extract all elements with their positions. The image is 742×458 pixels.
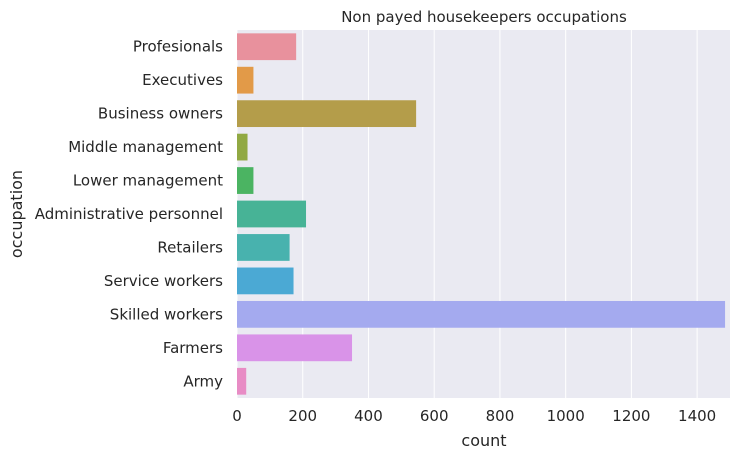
y-tick-labels: Profesionals Executives Business owners Mid… xyxy=(35,38,223,391)
x-tick-label: 1200 xyxy=(612,407,650,425)
x-tick-labels: 0 200 400 600 800 1000 1200 1400 xyxy=(232,407,716,425)
bar xyxy=(237,167,254,194)
x-tick-label: 200 xyxy=(288,407,317,425)
y-tick-label: Service workers xyxy=(104,272,223,290)
x-axis-title: count xyxy=(461,431,506,450)
y-tick-label: Army xyxy=(183,372,223,390)
x-tick-label: 600 xyxy=(420,407,449,425)
bar xyxy=(237,267,294,295)
y-tick-label: Lower management xyxy=(73,172,223,190)
bar xyxy=(237,200,307,228)
y-tick-label: Administrative personnel xyxy=(35,205,223,223)
y-tick-label: Skilled workers xyxy=(110,305,223,323)
bar xyxy=(237,300,726,328)
bar xyxy=(237,100,417,128)
y-tick-label: Profesionals xyxy=(133,38,223,56)
bars xyxy=(237,33,726,395)
x-tick-label: 1400 xyxy=(678,407,716,425)
y-tick-label: Farmers xyxy=(163,339,223,357)
y-tick-label: Executives xyxy=(142,71,223,89)
bar xyxy=(237,33,297,61)
x-tick-label: 800 xyxy=(486,407,515,425)
bar xyxy=(237,367,247,395)
bar xyxy=(237,234,290,261)
bar xyxy=(237,66,254,94)
bar xyxy=(237,334,353,362)
x-tick-label: 1000 xyxy=(547,407,585,425)
chart-title: Non payed housekeepers occupations xyxy=(341,8,627,26)
y-tick-label: Retailers xyxy=(157,238,223,256)
y-axis-title: occupation xyxy=(7,170,26,258)
x-tick-label: 0 xyxy=(232,407,242,425)
bar xyxy=(237,133,248,161)
y-tick-label: Middle management xyxy=(68,138,223,156)
y-tick-label: Business owners xyxy=(98,105,223,123)
x-tick-label: 400 xyxy=(354,407,383,425)
